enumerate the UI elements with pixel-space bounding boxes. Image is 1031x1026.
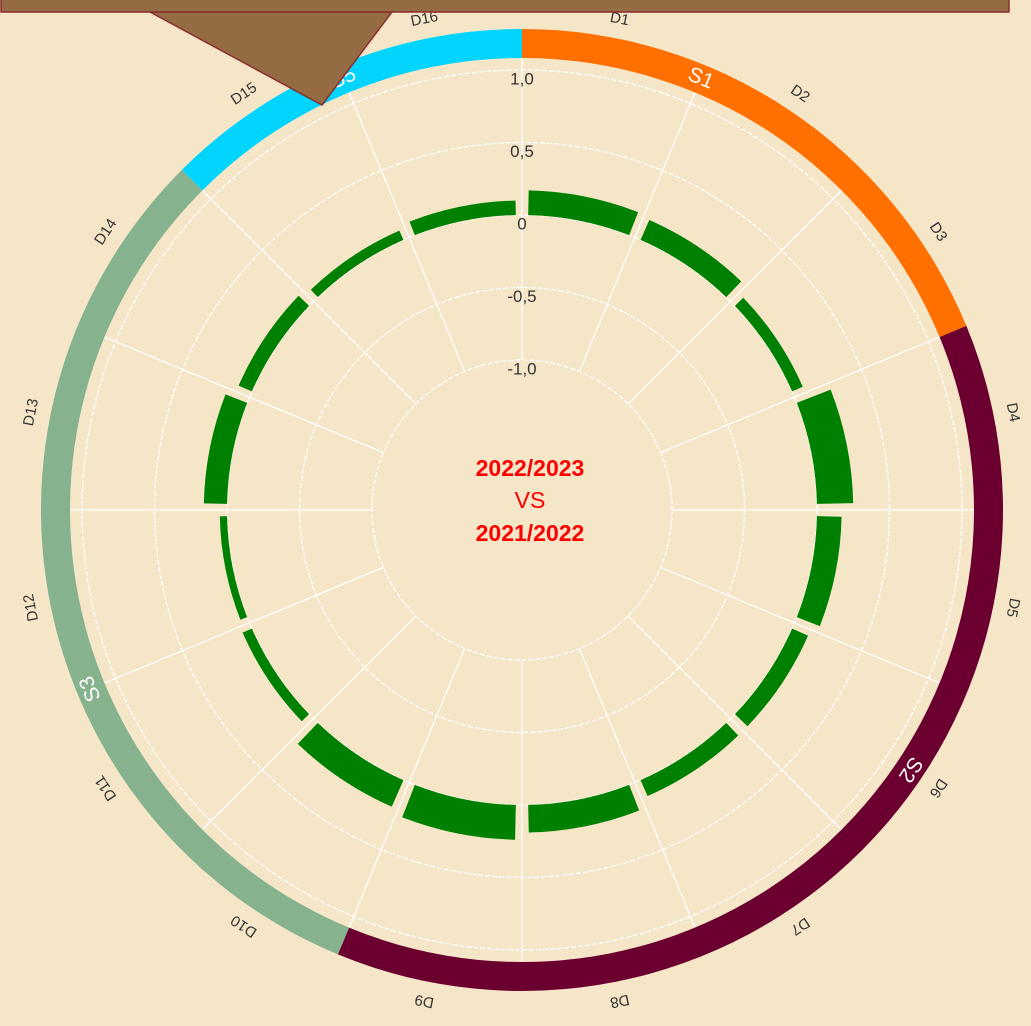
group-arc bbox=[40, 169, 350, 955]
bar bbox=[528, 190, 639, 236]
category-label: D14 bbox=[91, 216, 120, 248]
radial-grid-line bbox=[348, 92, 466, 372]
category-label: D5 bbox=[1003, 597, 1023, 619]
r-tick-label: 0,5 bbox=[510, 142, 534, 161]
bar bbox=[242, 628, 310, 722]
r-tick-label: 0 bbox=[517, 214, 526, 233]
bar bbox=[640, 219, 742, 298]
category-label: D1 bbox=[609, 9, 631, 29]
category-label: D2 bbox=[787, 81, 812, 106]
tooltip-overlay bbox=[0, 0, 1010, 106]
radial-grid-line bbox=[578, 92, 696, 372]
r-tick-label: -1,0 bbox=[507, 359, 536, 378]
radial-grid-line bbox=[104, 336, 384, 454]
bar bbox=[528, 784, 640, 833]
category-label: D4 bbox=[1003, 401, 1023, 423]
category-label: D13 bbox=[20, 397, 42, 427]
bar bbox=[409, 200, 516, 236]
center-vs: VS bbox=[515, 487, 546, 513]
radial-grid-line bbox=[627, 189, 843, 405]
radial-grid-line bbox=[348, 648, 466, 928]
tooltip-box bbox=[0, 0, 1010, 13]
bar bbox=[219, 516, 248, 620]
category-label: D9 bbox=[413, 991, 435, 1011]
category-label: D6 bbox=[926, 775, 951, 800]
tooltip-pointer bbox=[149, 11, 394, 106]
bar bbox=[796, 516, 842, 627]
radial-grid-line bbox=[104, 566, 384, 684]
bar bbox=[238, 295, 310, 392]
category-label: D12 bbox=[20, 592, 42, 622]
category-label: D8 bbox=[609, 991, 631, 1011]
bar bbox=[640, 722, 739, 797]
bar bbox=[734, 628, 809, 727]
category-label: D3 bbox=[926, 219, 951, 244]
r-tick-label: -0,5 bbox=[507, 287, 536, 306]
radial-grid-line bbox=[578, 648, 696, 928]
radial-grid-line bbox=[627, 615, 843, 831]
bar bbox=[402, 784, 516, 840]
radial-grid-line bbox=[660, 566, 940, 684]
bar bbox=[203, 394, 248, 504]
radial-grid-line bbox=[201, 189, 417, 405]
category-label: D7 bbox=[787, 914, 812, 939]
category-label: D10 bbox=[228, 911, 260, 940]
category-label: D15 bbox=[228, 79, 260, 108]
bar bbox=[297, 722, 404, 807]
category-label: D11 bbox=[91, 772, 120, 803]
center-title: 2022/2023 bbox=[476, 455, 585, 481]
bar bbox=[734, 297, 803, 392]
category-label: D16 bbox=[409, 8, 439, 30]
bar bbox=[796, 389, 854, 504]
group-arc bbox=[522, 29, 967, 338]
radial-grid-line bbox=[201, 615, 417, 831]
r-tick-label: 1,0 bbox=[510, 69, 534, 88]
center-subtitle: 2021/2022 bbox=[476, 520, 585, 546]
plot: S1S2S3S5D1D2D3D4D5D6D7D8D9D10D11D12D13D1… bbox=[20, 8, 1023, 1011]
radial-grid-line bbox=[660, 336, 940, 454]
bar bbox=[310, 230, 404, 298]
